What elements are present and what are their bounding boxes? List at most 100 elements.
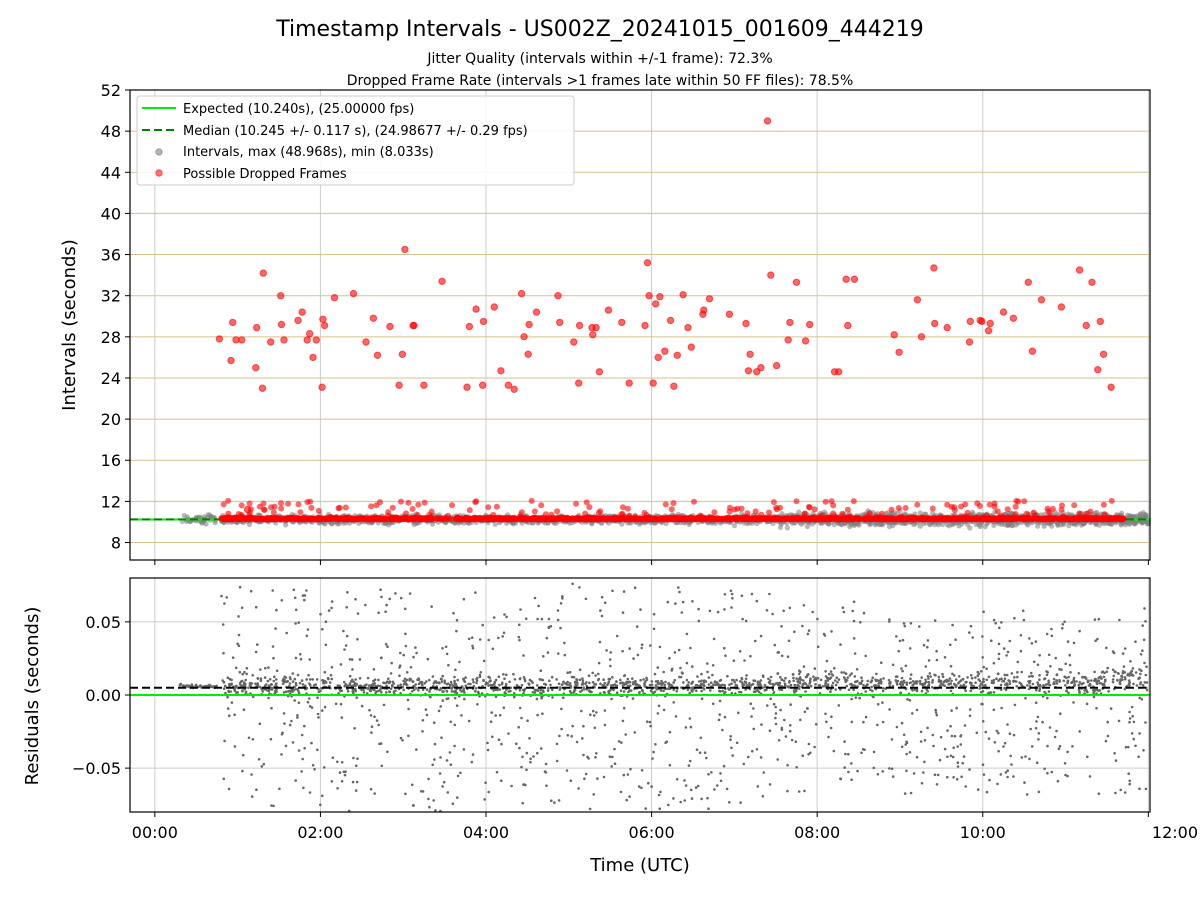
residual-point: [998, 626, 1001, 630]
chart-subtitle-jitter: Jitter Quality (intervals within +/-1 fr…: [426, 51, 772, 67]
dropped-frame-outlier: [575, 379, 583, 387]
dropped-frame-point: [944, 501, 951, 508]
dropped-frame-point: [1059, 502, 1065, 509]
dropped-frame-point: [844, 506, 851, 513]
dropped-frame-point: [398, 498, 404, 505]
interval-point: [208, 514, 214, 520]
dropped-frame-point: [1015, 498, 1022, 505]
residual-point: [664, 680, 667, 684]
dropped-frame-point: [670, 500, 677, 507]
dropped-frame-point: [462, 514, 469, 521]
dropped-frame-point: [485, 504, 492, 511]
dropped-frame-point: [970, 515, 976, 522]
dropped-frame-outlier: [786, 318, 794, 327]
residual-point: [595, 711, 598, 714]
dropped-frame-outlier: [595, 368, 604, 376]
dropped-frame-outlier: [625, 379, 633, 387]
dropped-frame-point: [476, 514, 483, 521]
dropped-frame-point: [421, 499, 428, 506]
residual-point: [316, 712, 320, 716]
residual-point: [642, 678, 645, 681]
residual-point: [594, 756, 597, 759]
dropped-frame-outlier: [806, 320, 814, 329]
dropped-frame-point: [667, 514, 674, 521]
dropped-frame-point: [308, 504, 315, 511]
dropped-frame-point: [294, 515, 301, 522]
dropped-frame-outlier: [592, 323, 600, 332]
dropped-frame-outlier: [930, 264, 938, 272]
residual-point: [1118, 618, 1121, 622]
dropped-frame-point: [220, 501, 227, 508]
dropped-frame-point: [345, 514, 352, 521]
residual-point: [715, 784, 719, 787]
residual-point: [644, 807, 647, 810]
interval-point: [956, 523, 962, 529]
dropped-frame-point: [307, 498, 314, 505]
dropped-frame-outlier: [652, 300, 660, 308]
top-y-tick-label: 52: [101, 81, 121, 100]
dropped-frame-point: [948, 516, 955, 523]
residual-point: [875, 672, 878, 676]
dropped-frame-point: [731, 506, 738, 513]
residual-point: [405, 671, 409, 674]
dropped-frame-outlier: [215, 335, 224, 343]
dropped-frame-point: [1004, 506, 1011, 513]
dropped-frame-point: [268, 504, 275, 511]
dropped-frame-outlier: [966, 317, 974, 326]
dropped-frame-outlier: [312, 336, 320, 344]
dropped-frame-outlier: [570, 338, 578, 346]
dropped-frame-outlier: [604, 306, 613, 314]
dropped-frame-point: [377, 499, 383, 506]
dropped-frame-outlier: [395, 381, 403, 389]
residual-point: [1072, 701, 1075, 704]
dropped-frame-outlier: [1094, 366, 1102, 374]
dropped-frame-outlier: [792, 278, 801, 286]
dropped-frame-outlier: [243, 505, 252, 514]
dropped-frame-point: [895, 505, 902, 511]
dropped-frame-outlier: [1057, 303, 1066, 311]
dropped-frame-point: [893, 516, 900, 522]
top-y-axis-label: Intervals (seconds): [59, 239, 80, 411]
dropped-frame-point: [366, 516, 372, 523]
residual-point: [792, 679, 795, 683]
dropped-frame-outlier: [306, 330, 314, 338]
dropped-frame-outlier: [645, 292, 653, 300]
dropped-frame-outlier: [744, 367, 753, 375]
residual-point: [1097, 617, 1101, 621]
residual-point: [997, 652, 1001, 656]
residual-point: [1138, 787, 1141, 790]
dropped-frame-outlier: [556, 318, 564, 327]
dropped-frame-outlier: [517, 289, 526, 298]
dropped-frame-outlier: [1082, 321, 1091, 330]
residual-point: [1123, 791, 1127, 794]
residual-point: [640, 646, 643, 650]
dropped-frame-point: [1108, 497, 1115, 504]
dropped-frame-outlier: [267, 338, 275, 346]
dropped-frame-point: [315, 507, 322, 514]
residual-point: [898, 639, 902, 643]
dropped-frame-outlier: [497, 367, 505, 375]
residual-point: [744, 677, 748, 681]
dropped-frame-point: [752, 508, 759, 515]
dropped-frame-outlier: [999, 308, 1008, 316]
dropped-frame-point: [415, 501, 422, 508]
dropped-frame-outlier: [320, 321, 329, 330]
residual-point: [876, 723, 879, 727]
dropped-frame-point: [389, 504, 396, 511]
residual-point: [471, 753, 475, 756]
dropped-frame-outlier: [252, 364, 260, 372]
dropped-frame-point: [531, 508, 538, 515]
dropped-frame-point: [1049, 505, 1056, 512]
dropped-frame-outlier: [757, 364, 765, 372]
residual-point: [619, 790, 623, 794]
top-y-tick-label: 44: [101, 163, 121, 182]
dropped-frame-point: [980, 515, 987, 522]
dropped-frame-point: [710, 515, 717, 522]
dropped-frame-point: [738, 505, 745, 512]
dropped-frame-outlier: [490, 303, 498, 311]
residual-point: [517, 725, 520, 729]
dropped-frame-outlier: [465, 322, 474, 331]
dropped-frame-point: [258, 516, 265, 523]
dropped-frame-point: [1058, 516, 1065, 523]
residual-point: [774, 705, 777, 709]
